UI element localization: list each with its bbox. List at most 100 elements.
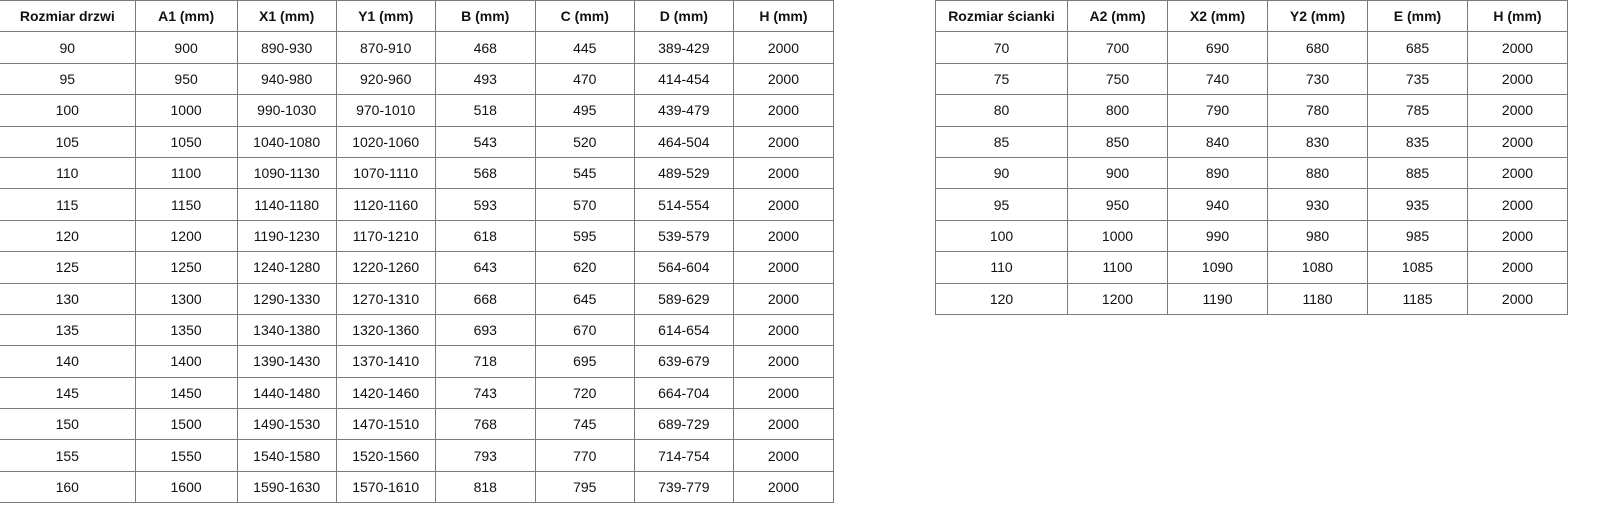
- table-cell: 1140-1180: [236, 188, 337, 221]
- table-cell: 570: [534, 188, 635, 221]
- table-cell: 80: [935, 94, 1068, 127]
- table-cell: 1600: [134, 470, 238, 504]
- table-cell: 900: [134, 31, 238, 64]
- table-cell: 2000: [1467, 156, 1568, 190]
- table-row: 135 1350 1340-1380 1320-1360 693 670 614-654 20…: [0, 313, 835, 347]
- table-cell: 714-754: [633, 439, 734, 472]
- table-cell: 1040-1080: [236, 125, 337, 158]
- table-cell: 718: [434, 345, 536, 378]
- table-cell: 2000: [732, 470, 835, 504]
- table-cell: 2000: [732, 156, 835, 190]
- table-cell: 520: [534, 125, 635, 158]
- table-cell: 620: [534, 251, 635, 284]
- table-cell: 935: [1367, 188, 1468, 221]
- table-cell: 2000: [732, 31, 835, 64]
- column-header: C (mm): [534, 0, 635, 33]
- table-cell: 2000: [1467, 219, 1568, 253]
- table-cell: 2000: [732, 188, 835, 221]
- table-cell: 95: [935, 188, 1068, 221]
- table-cell: 2000: [732, 62, 835, 96]
- header-row: Rozmiar drzwi A1 (mm) X1 (mm) Y1 (mm) B (mm)…: [0, 0, 835, 33]
- table-cell: 900: [1067, 156, 1168, 190]
- column-header: B (mm): [434, 0, 536, 33]
- table-cell: 85: [935, 125, 1068, 158]
- table-cell: 940-980: [236, 62, 337, 96]
- table-cell: 1070-1110: [335, 156, 436, 190]
- table-row: 140 1400 1390-1430 1370-1410 718 695 639-679 20…: [0, 345, 835, 378]
- table-cell: 468: [434, 31, 536, 64]
- table-row: 100 1000 990 980 985 2000: [935, 219, 1568, 253]
- table-cell: 115: [0, 188, 136, 221]
- table-cell: 100: [935, 219, 1068, 253]
- table-cell: 643: [434, 251, 536, 284]
- table-cell: 75: [935, 62, 1068, 96]
- table-cell: 685: [1367, 31, 1468, 64]
- table-cell: 110: [935, 251, 1068, 284]
- table-cell: 830: [1267, 125, 1368, 158]
- table-cell: 1120-1160: [335, 188, 436, 221]
- table-cell: 664-704: [633, 376, 734, 410]
- table-cell: 145: [0, 376, 136, 410]
- table-cell: 545: [534, 156, 635, 190]
- table-cell: 785: [1367, 94, 1468, 127]
- table-cell: 735: [1367, 62, 1468, 96]
- table-cell: 645: [534, 282, 635, 315]
- table-cell: 670: [534, 313, 635, 347]
- table-cell: 793: [434, 439, 536, 472]
- table-cell: 489-529: [633, 156, 734, 190]
- table-cell: 1080: [1267, 251, 1368, 284]
- table-row: 155 1550 1540-1580 1520-1560 793 770 714-754 20…: [0, 439, 835, 472]
- table-cell: 1350: [134, 313, 238, 347]
- table-cell: 389-429: [633, 31, 734, 64]
- table-cell: 740: [1167, 62, 1268, 96]
- table-row: 120 1200 1190 1180 1185 2000: [935, 282, 1568, 315]
- table-cell: 614-654: [633, 313, 734, 347]
- table-cell: 593: [434, 188, 536, 221]
- table-cell: 840: [1167, 125, 1268, 158]
- table-row: 120 1200 1190-1230 1170-1210 618 595 539-579 20…: [0, 219, 835, 253]
- table-cell: 1240-1280: [236, 251, 337, 284]
- table-cell: 850: [1067, 125, 1168, 158]
- table-cell: 2000: [732, 219, 835, 253]
- table-cell: 730: [1267, 62, 1368, 96]
- table-cell: 518: [434, 94, 536, 127]
- table-cell: 439-479: [633, 94, 734, 127]
- table-cell: 743: [434, 376, 536, 410]
- table-cell: 990-1030: [236, 94, 337, 127]
- column-header: Y1 (mm): [335, 0, 436, 33]
- table-cell: 1540-1580: [236, 439, 337, 472]
- table-cell: 980: [1267, 219, 1368, 253]
- table-cell: 890: [1167, 156, 1268, 190]
- table-row: 145 1450 1440-1480 1420-1460 743 720 664-704 20…: [0, 376, 835, 410]
- column-header: Y2 (mm): [1267, 0, 1368, 33]
- table-cell: 780: [1267, 94, 1368, 127]
- column-header: X2 (mm): [1167, 0, 1268, 33]
- table-cell: 105: [0, 125, 136, 158]
- column-header: H (mm): [1467, 0, 1568, 33]
- table-cell: 125: [0, 251, 136, 284]
- column-header: D (mm): [633, 0, 734, 33]
- table-cell: 1400: [134, 345, 238, 378]
- table-cell: 1000: [1067, 219, 1168, 253]
- table-cell: 1500: [134, 408, 238, 441]
- table-cell: 2000: [1467, 62, 1568, 96]
- table-cell: 2000: [1467, 282, 1568, 315]
- table-cell: 890-930: [236, 31, 337, 64]
- table-cell: 1200: [1067, 282, 1168, 315]
- table-cell: 2000: [732, 282, 835, 315]
- table-cell: 2000: [1467, 31, 1568, 64]
- table-cell: 1020-1060: [335, 125, 436, 158]
- table-cell: 1100: [134, 156, 238, 190]
- table-cell: 990: [1167, 219, 1268, 253]
- table-cell: 1340-1380: [236, 313, 337, 347]
- table-cell: 1190: [1167, 282, 1268, 315]
- table-cell: 1490-1530: [236, 408, 337, 441]
- table-cell: 2000: [732, 125, 835, 158]
- table-row: 150 1500 1490-1530 1470-1510 768 745 689-729 20…: [0, 408, 835, 441]
- table-cell: 2000: [1467, 188, 1568, 221]
- table-row: 160 1600 1590-1630 1570-1610 818 795 739-779 20…: [0, 470, 835, 504]
- table-row: 80 800 790 780 785 2000: [935, 94, 1568, 127]
- table-cell: 120: [0, 219, 136, 253]
- table-cell: 1090: [1167, 251, 1268, 284]
- table-cell: 90: [0, 31, 136, 64]
